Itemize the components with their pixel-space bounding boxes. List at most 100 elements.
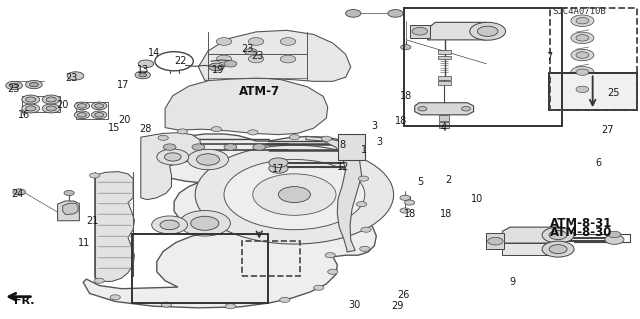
Text: 28: 28 (139, 124, 152, 134)
Text: 16: 16 (18, 110, 31, 121)
Circle shape (74, 111, 90, 119)
Circle shape (400, 208, 410, 213)
Text: 3: 3 (376, 137, 382, 147)
Bar (338, 134, 365, 160)
Circle shape (269, 164, 288, 173)
Circle shape (280, 297, 290, 302)
Circle shape (160, 220, 179, 230)
Circle shape (576, 69, 589, 75)
Text: 2: 2 (445, 175, 451, 185)
Circle shape (388, 10, 403, 17)
Circle shape (356, 202, 367, 207)
Circle shape (192, 144, 205, 150)
Circle shape (571, 32, 594, 44)
Circle shape (46, 97, 56, 102)
Circle shape (248, 130, 258, 135)
Circle shape (608, 231, 621, 238)
Circle shape (549, 245, 567, 254)
Circle shape (64, 190, 74, 196)
Text: 20: 20 (118, 115, 131, 125)
Circle shape (164, 153, 181, 161)
Circle shape (325, 253, 335, 258)
Circle shape (163, 144, 176, 150)
Circle shape (576, 35, 589, 41)
Text: 7: 7 (546, 52, 552, 63)
Text: 13: 13 (136, 65, 149, 75)
Circle shape (269, 158, 288, 167)
Circle shape (401, 45, 411, 50)
Circle shape (92, 102, 107, 110)
Circle shape (461, 107, 470, 111)
Text: 26: 26 (397, 290, 410, 300)
Polygon shape (415, 103, 474, 115)
Circle shape (224, 61, 237, 67)
Circle shape (139, 73, 147, 77)
Text: ATM-8-30: ATM-8-30 (550, 226, 612, 239)
Polygon shape (95, 172, 134, 281)
Text: 3: 3 (371, 121, 378, 131)
Bar (404, 8, 562, 126)
Bar (242, 241, 300, 276)
Bar (438, 56, 451, 59)
Text: 18: 18 (440, 209, 452, 219)
Circle shape (321, 136, 332, 141)
Text: 23: 23 (65, 73, 78, 83)
Circle shape (571, 66, 594, 78)
Circle shape (26, 80, 42, 89)
Text: 8: 8 (339, 140, 346, 150)
Polygon shape (502, 243, 557, 255)
Circle shape (196, 154, 220, 165)
Circle shape (412, 27, 428, 35)
Circle shape (253, 144, 266, 150)
Text: 1: 1 (360, 145, 367, 155)
Circle shape (26, 106, 36, 111)
Circle shape (360, 246, 370, 251)
Bar (132, 234, 268, 303)
Text: 18: 18 (404, 209, 417, 219)
Text: 15: 15 (108, 122, 120, 133)
Bar (438, 50, 451, 54)
Circle shape (244, 48, 257, 55)
Circle shape (314, 285, 324, 290)
Bar (439, 122, 449, 128)
Circle shape (110, 295, 120, 300)
Text: ATM-7: ATM-7 (239, 85, 280, 98)
Circle shape (605, 235, 624, 244)
Text: 30: 30 (348, 300, 361, 310)
Circle shape (571, 49, 594, 61)
Text: 17: 17 (271, 164, 284, 174)
Circle shape (361, 227, 371, 232)
Circle shape (95, 113, 104, 117)
Circle shape (278, 187, 310, 203)
Circle shape (289, 135, 300, 140)
Circle shape (253, 174, 336, 215)
Text: 12: 12 (337, 162, 349, 173)
Text: FR.: FR. (14, 296, 35, 307)
Circle shape (248, 38, 264, 45)
Circle shape (188, 149, 228, 170)
Polygon shape (502, 227, 557, 243)
Circle shape (209, 63, 224, 71)
Text: 20: 20 (56, 100, 68, 110)
Circle shape (280, 55, 296, 63)
Circle shape (346, 10, 361, 17)
Circle shape (46, 106, 56, 111)
Circle shape (216, 38, 232, 45)
Circle shape (152, 216, 188, 234)
Circle shape (77, 113, 86, 117)
Circle shape (211, 127, 221, 132)
Text: 24: 24 (11, 189, 24, 199)
Circle shape (400, 195, 410, 200)
Polygon shape (63, 203, 78, 214)
Circle shape (248, 55, 264, 63)
Circle shape (92, 111, 107, 119)
Circle shape (571, 84, 594, 95)
Circle shape (77, 104, 86, 108)
Polygon shape (306, 137, 362, 252)
Circle shape (179, 211, 230, 236)
Bar (410, 25, 430, 38)
Circle shape (90, 173, 100, 178)
Text: 5: 5 (417, 177, 424, 187)
Polygon shape (428, 22, 486, 40)
Circle shape (542, 241, 574, 257)
